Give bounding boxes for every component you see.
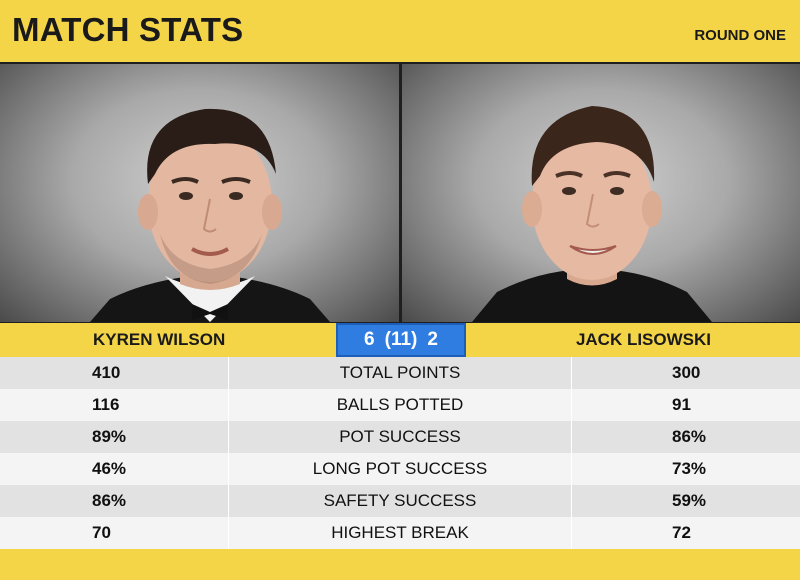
player-photo-left bbox=[0, 64, 399, 322]
stat-right-value: 300 bbox=[672, 363, 701, 382]
stat-row-balls-potted: 116 BALLS POTTED 91 bbox=[0, 389, 800, 421]
score-bar: KYREN WILSON 6 (11) 2 JACK LISOWSKI bbox=[0, 323, 800, 357]
stat-right-value: 59% bbox=[672, 491, 707, 510]
stat-left-value: 46% bbox=[92, 459, 127, 478]
stats-table: 410 TOTAL POINTS 300 116 BALLS POTTED 91… bbox=[0, 357, 800, 549]
round-label: ROUND ONE bbox=[694, 27, 786, 44]
stat-left-value: 70 bbox=[92, 523, 111, 542]
stat-label: HIGHEST BREAK bbox=[228, 517, 572, 549]
footer-bar bbox=[0, 549, 800, 580]
stat-left-value: 116 bbox=[92, 395, 120, 414]
stat-right-value: 72 bbox=[672, 523, 691, 542]
best-of-frames: (11) bbox=[384, 329, 418, 350]
frames-left: 6 bbox=[364, 329, 375, 350]
stat-right-value: 86% bbox=[672, 427, 707, 446]
header-bar: MATCH STATS ROUND ONE bbox=[0, 0, 800, 62]
stat-right-value: 73% bbox=[672, 459, 707, 478]
player-name-right: JACK LISOWSKI bbox=[575, 330, 711, 349]
player-portrait-right bbox=[472, 106, 712, 322]
stat-left-value: 410 bbox=[92, 363, 121, 382]
player-portrait-left bbox=[90, 108, 330, 322]
stat-label: LONG POT SUCCESS bbox=[228, 453, 572, 485]
stat-label: SAFETY SUCCESS bbox=[228, 485, 572, 517]
stat-row-long-pot-success: 46% LONG POT SUCCESS 73% bbox=[0, 453, 800, 485]
scoreline-badge: 6 (11) 2 bbox=[336, 323, 466, 357]
stat-row-safety-success: 86% SAFETY SUCCESS 59% bbox=[0, 485, 800, 517]
stat-label: TOTAL POINTS bbox=[228, 357, 572, 389]
stat-left-value: 89% bbox=[92, 427, 127, 446]
stat-row-highest-break: 70 HIGHEST BREAK 72 bbox=[0, 517, 800, 549]
stat-right-value: 91 bbox=[672, 395, 691, 414]
stat-label: POT SUCCESS bbox=[228, 421, 572, 453]
stat-row-total-points: 410 TOTAL POINTS 300 bbox=[0, 357, 800, 389]
player-photos bbox=[0, 62, 800, 324]
player-photo-right bbox=[402, 64, 800, 322]
player-name-left: KYREN WILSON bbox=[93, 330, 226, 349]
stat-left-value: 86% bbox=[92, 491, 127, 510]
frames-right: 2 bbox=[427, 329, 438, 350]
stat-label: BALLS POTTED bbox=[228, 389, 572, 421]
stat-row-pot-success: 89% POT SUCCESS 86% bbox=[0, 421, 800, 453]
page-title: MATCH STATS bbox=[12, 11, 244, 48]
